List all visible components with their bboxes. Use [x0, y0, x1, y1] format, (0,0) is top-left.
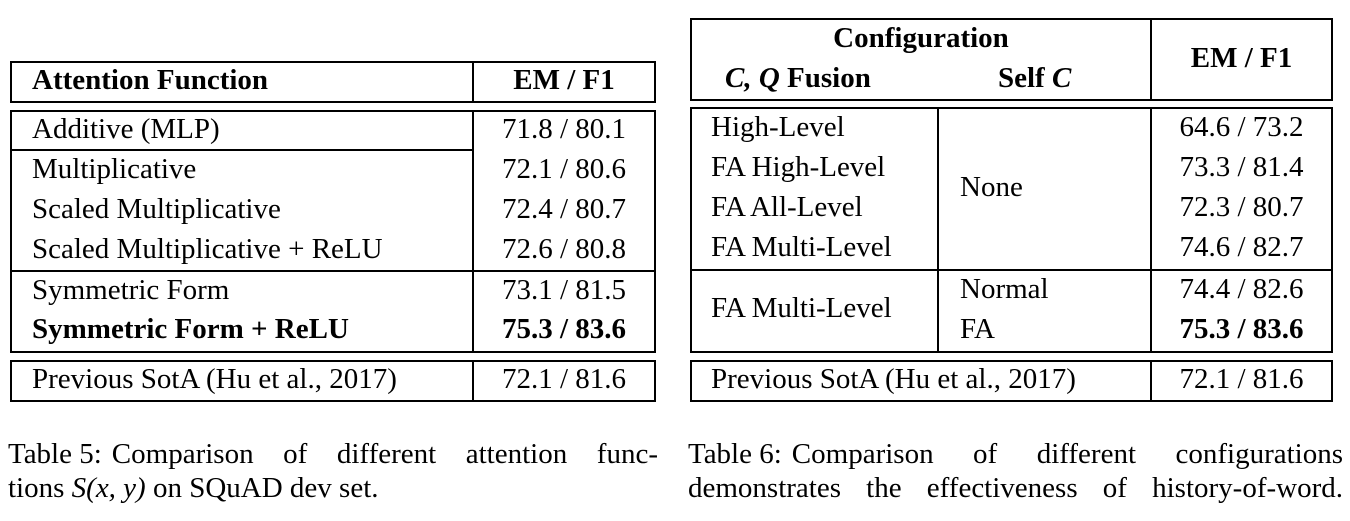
- table-rule: [654, 61, 656, 103]
- header-configuration: Configuration: [833, 22, 1009, 54]
- table-rule: [10, 110, 656, 112]
- previous-sota-name: Previous SotA (Hu et al., 2017): [711, 363, 1076, 395]
- table-6-caption: Table 6: Comparison of different configu…: [688, 438, 1343, 504]
- table-row-name-best: Symmetric Form + ReLU: [32, 313, 349, 345]
- header-em-f1: EM / F1: [1190, 42, 1293, 74]
- table-rule: [690, 99, 1333, 101]
- table-row-name: Multiplicative: [32, 153, 197, 185]
- table-rule: [1331, 360, 1333, 402]
- table-rule: [10, 101, 656, 103]
- table-rule: [472, 110, 474, 353]
- header-cq-fusion: C, Q Fusion: [725, 62, 871, 94]
- self-c-value: FA: [960, 313, 995, 345]
- table-rule: [1150, 360, 1152, 402]
- table-row-score: 72.4 / 80.7: [501, 193, 627, 225]
- table-row-name: FA Multi-Level: [711, 231, 892, 263]
- table-rule: [690, 351, 1333, 353]
- table-row-score: 73.3 / 81.4: [1179, 151, 1304, 183]
- header-attention-function: Attention Function: [32, 64, 269, 96]
- table-rule: [690, 269, 1333, 271]
- header-self-c: Self C: [998, 62, 1072, 94]
- table-row-score-best: 75.3 / 83.6: [501, 313, 627, 345]
- table-row-name: FA All-Level: [711, 191, 863, 223]
- previous-sota-score: 72.1 / 81.6: [501, 363, 627, 395]
- table-row-score-best: 75.3 / 83.6: [1179, 313, 1304, 345]
- table-rule: [690, 360, 692, 402]
- table-row-score: 74.6 / 82.7: [1179, 231, 1304, 263]
- table-rule: [690, 18, 1333, 20]
- table-row-score: 73.1 / 81.5: [501, 274, 627, 306]
- table-rule: [690, 107, 1333, 109]
- table-rule: [690, 18, 692, 101]
- table-row-name: FA Multi-Level: [711, 292, 892, 324]
- table-rule: [690, 360, 1333, 362]
- table-rule: [1331, 18, 1333, 101]
- table-rule: [654, 110, 656, 353]
- table-rule: [937, 107, 939, 353]
- table-rule: [10, 61, 12, 103]
- table-rule: [1150, 18, 1152, 101]
- previous-sota-score: 72.1 / 81.6: [1179, 363, 1304, 395]
- table-rule: [10, 360, 12, 402]
- table-rule: [10, 149, 473, 151]
- table-row-name: FA High-Level: [711, 151, 886, 183]
- table-row-name: Additive (MLP): [32, 113, 220, 145]
- table-row-name: Scaled Multiplicative + ReLU: [32, 233, 383, 265]
- table-row-score: 72.6 / 80.8: [501, 233, 627, 265]
- table-rule: [654, 360, 656, 402]
- table-rule: [1331, 107, 1333, 353]
- table-rule: [10, 360, 656, 362]
- table-rule: [1150, 107, 1152, 353]
- previous-sota-name: Previous SotA (Hu et al., 2017): [32, 363, 397, 395]
- table-5-caption: Table 5: Comparison of different attenti…: [8, 438, 658, 504]
- table-row-name: Scaled Multiplicative: [32, 193, 281, 225]
- table-row-score: 74.4 / 82.6: [1179, 273, 1304, 305]
- table-rule: [10, 110, 12, 353]
- table-rule: [10, 270, 656, 272]
- table-rule: [690, 107, 692, 353]
- table-rule: [690, 400, 1333, 402]
- self-c-value: Normal: [960, 273, 1049, 305]
- table-row-score: 71.8 / 80.1: [501, 113, 627, 145]
- table-row-name: High-Level: [711, 111, 845, 143]
- header-em-f1: EM / F1: [513, 64, 615, 96]
- table-rule: [10, 400, 656, 402]
- table-row-score: 64.6 / 73.2: [1179, 111, 1304, 143]
- table-rule: [472, 61, 474, 103]
- table-row-score: 72.1 / 80.6: [501, 153, 627, 185]
- table-rule: [10, 61, 656, 63]
- table-row-name: Symmetric Form: [32, 274, 230, 306]
- table-rule: [10, 351, 656, 353]
- table-rule: [472, 360, 474, 402]
- self-c-none: None: [960, 171, 1023, 203]
- table-row-score: 72.3 / 80.7: [1179, 191, 1304, 223]
- caption-math: S(x, y): [71, 472, 146, 504]
